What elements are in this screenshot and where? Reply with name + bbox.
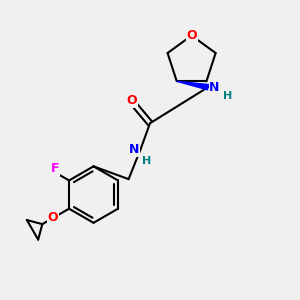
Text: H: H	[142, 156, 152, 166]
Text: H: H	[223, 91, 232, 101]
Text: N: N	[209, 81, 220, 94]
Text: O: O	[47, 212, 58, 224]
Text: O: O	[127, 94, 137, 107]
Text: N: N	[129, 143, 139, 156]
Text: F: F	[51, 162, 59, 175]
Text: O: O	[186, 29, 197, 42]
Polygon shape	[177, 81, 208, 90]
